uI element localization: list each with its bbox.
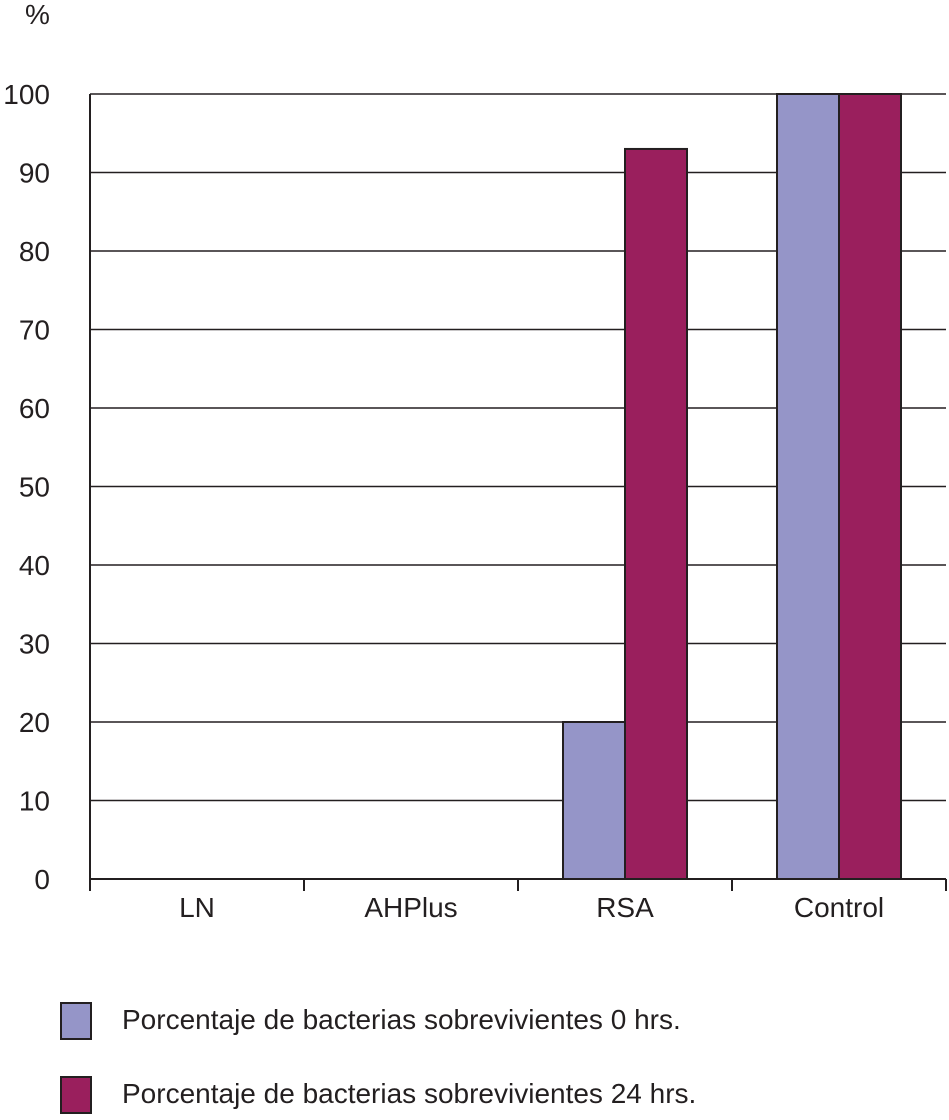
y-tick-label-30: 30 (19, 629, 50, 660)
y-tick-label-100: 100 (3, 79, 50, 110)
bar-chart: % 0 10 20 30 40 50 60 70 80 90 100 LN AHPlus RSA Cont… (3, 0, 947, 923)
x-tick-label-ahplus: AHPlus (364, 892, 457, 923)
bar-control-series-1 (838, 93, 902, 880)
legend-item-24hrs: Porcentaje de bacterias sobrevivientes 2… (60, 1076, 949, 1118)
y-tick-label-60: 60 (19, 393, 50, 424)
y-tick-label-50: 50 (19, 472, 50, 503)
y-tick-label-90: 90 (19, 158, 50, 189)
legend-swatch-24hrs (60, 1076, 92, 1114)
y-axis-unit-label: % (25, 0, 50, 30)
legend-label-24hrs: Porcentaje de bacterias sobrevivientes 2… (122, 1078, 697, 1109)
legend-swatch-0hrs (60, 1002, 92, 1040)
x-tick-label-ln: LN (179, 892, 215, 923)
y-tick-label-70: 70 (19, 315, 50, 346)
y-tick-label-80: 80 (19, 236, 50, 267)
y-tick-label-20: 20 (19, 707, 50, 738)
y-tick-label-0: 0 (34, 864, 50, 895)
y-tick-label-10: 10 (19, 786, 50, 817)
x-tick-label-rsa: RSA (596, 892, 654, 923)
bar-control-series-0 (776, 93, 840, 880)
legend-item-0hrs: Porcentaje de bacterias sobrevivientes 0… (60, 1002, 949, 1044)
y-tick-label-40: 40 (19, 550, 50, 581)
x-tick-label-control: Control (794, 892, 884, 923)
bar-rsa-series-1 (624, 147, 688, 880)
bar-rsa-series-0 (562, 721, 626, 880)
x-axis: LN AHPlus RSA Control (89, 94, 947, 923)
legend-label-0hrs: Porcentaje de bacterias sobrevivientes 0… (122, 1004, 681, 1035)
y-axis-ticks: 0 10 20 30 40 50 60 70 80 90 100 (3, 79, 50, 895)
